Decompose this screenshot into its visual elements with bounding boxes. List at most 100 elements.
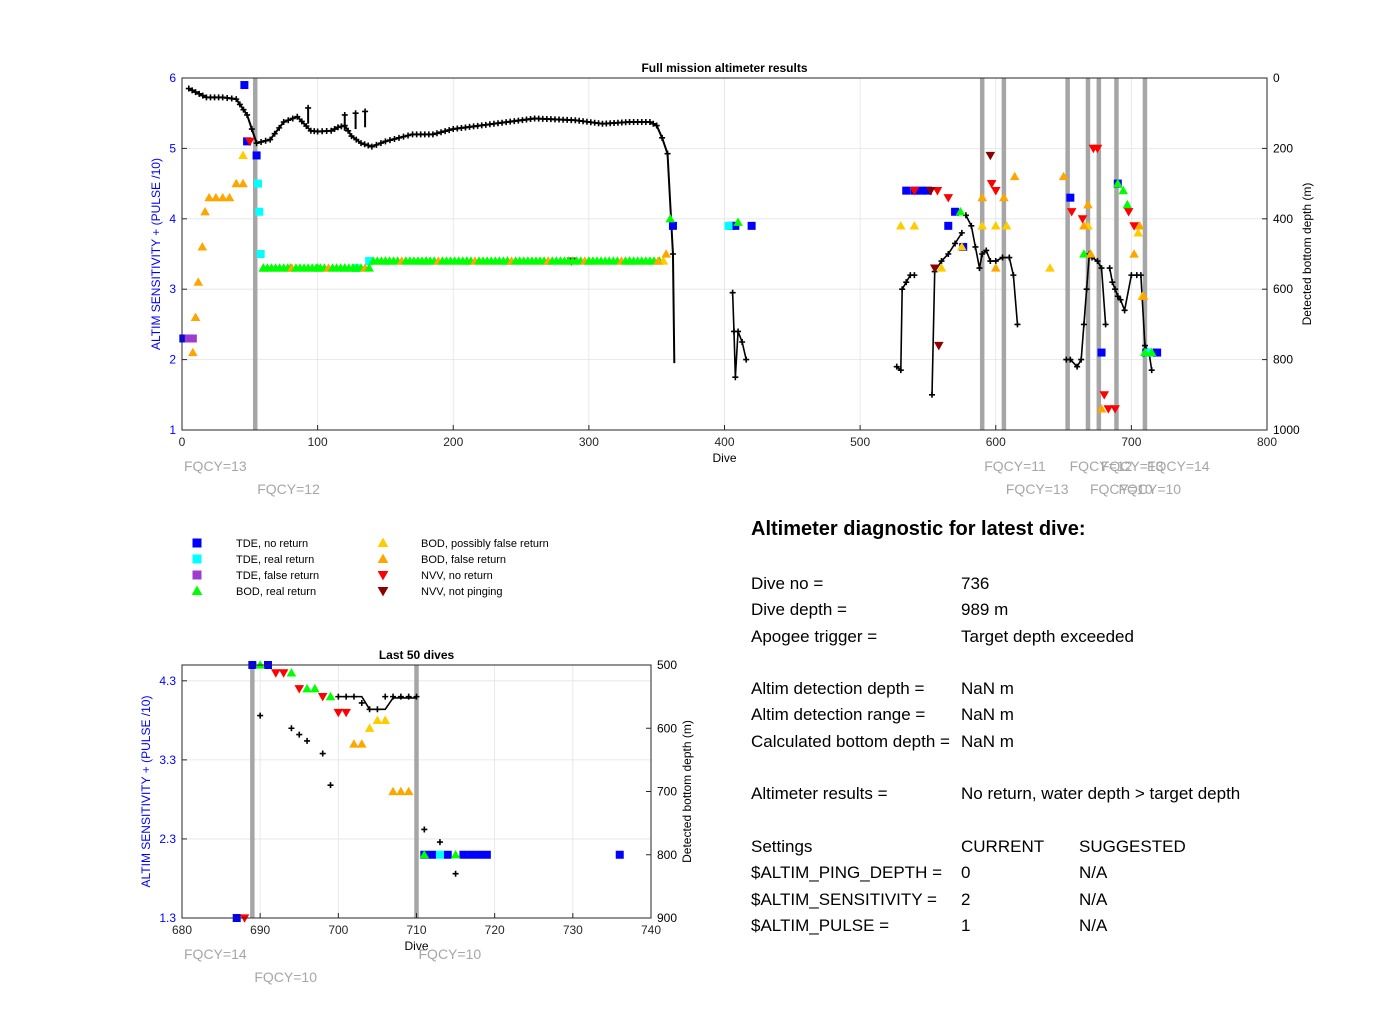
point-nvv-no-return <box>1110 405 1120 414</box>
x-axis-label: Dive <box>404 939 428 953</box>
fqcy-label: FQCY=11 <box>984 458 1046 474</box>
x-tick-label: 680 <box>172 923 192 937</box>
depth-point <box>305 104 312 111</box>
point-nvv-no-return <box>1099 391 1110 400</box>
depth-point <box>361 141 368 148</box>
chart-title: Last 50 dives <box>379 648 455 662</box>
point-bod-real-return <box>653 256 663 265</box>
depth-cluster-line <box>965 214 1019 325</box>
point-bod-possibly-false-return <box>909 221 920 230</box>
setting-name: $ALTIM_SENSITIVITY = <box>751 889 937 909</box>
legend-marker-tde-no-return <box>192 538 202 548</box>
point-bod-real-return <box>1122 199 1133 209</box>
depth-point <box>271 130 278 137</box>
depth-point <box>1137 272 1144 279</box>
depth-point <box>303 123 310 130</box>
point-bod-false-return <box>977 192 987 202</box>
depth-point <box>358 140 365 147</box>
detection-depth-label: Altim detection depth = <box>751 679 925 699</box>
fqcy-label: FQCY=13 <box>1101 458 1164 474</box>
depth-point <box>189 87 196 94</box>
depth-point <box>331 126 338 133</box>
chart-title: Full mission altimeter results <box>641 61 807 75</box>
y2-tick-label: 700 <box>657 785 677 799</box>
depth-point <box>1074 363 1081 370</box>
depth-point <box>735 328 742 335</box>
depth-point <box>743 356 750 363</box>
series-bod-false-return <box>349 739 414 796</box>
depth-point <box>739 339 746 345</box>
y-tick-label: 4 <box>169 212 176 226</box>
depth-point <box>262 137 269 144</box>
point-bod-false-return <box>190 312 201 321</box>
point-bod-false-return <box>200 206 210 216</box>
depth-point <box>1141 342 1148 349</box>
point-nvv-no-return <box>932 187 943 196</box>
legend-label: NVV, no return <box>421 570 493 582</box>
y-axis-label: ALTIM SENSITIVITY + (PULSE /10) <box>139 696 153 888</box>
point-bod-possibly-false-return <box>238 150 248 160</box>
depth-cluster-line <box>731 292 747 378</box>
settings-label: Settings <box>751 836 813 856</box>
dive-no-label: Dive no = <box>751 574 824 593</box>
depth-point <box>350 693 357 700</box>
depth-point <box>386 137 393 144</box>
depth-point <box>343 693 350 700</box>
point-bod-false-return <box>193 277 204 286</box>
point-bod-false-return <box>349 739 359 748</box>
point-bod-false-return <box>403 786 414 796</box>
point-nvv-no-return <box>278 669 289 678</box>
point-tde-no-return <box>1066 193 1075 202</box>
point-bod-false-return <box>1083 199 1093 209</box>
point-bod-possibly-false-return <box>977 221 987 230</box>
point-tde-no-return <box>252 151 261 160</box>
depth-point <box>987 258 994 265</box>
point-bod-false-return <box>188 347 198 357</box>
y-tick-label: 4.3 <box>159 674 176 688</box>
y2-tick-label: 600 <box>657 721 677 735</box>
depth-point <box>976 265 983 272</box>
depth-point <box>352 110 359 117</box>
point-bod-false-return <box>1096 404 1107 413</box>
y2-tick-label: 1000 <box>1273 423 1300 437</box>
y-tick-label: 3 <box>169 282 176 296</box>
depth-point <box>664 150 671 157</box>
point-nvv-no-return <box>1103 405 1114 414</box>
point-bod-false-return <box>1009 171 1020 181</box>
depth-point <box>968 222 975 229</box>
depth-point <box>1006 254 1013 261</box>
y2-tick-label: 900 <box>657 911 677 925</box>
setting-current: 1 <box>961 915 971 935</box>
x-tick-label: 0 <box>179 435 186 449</box>
depth-point <box>1080 321 1087 328</box>
depth-series <box>185 85 1155 398</box>
setting-current: 2 <box>961 889 971 909</box>
point-nvv-no-return <box>294 685 305 694</box>
y2-tick-label: 500 <box>657 658 677 672</box>
point-tde-real-return <box>365 257 374 266</box>
point-tde-no-return <box>467 850 476 859</box>
series-nvv-not-pinging <box>566 151 996 351</box>
series-tde-real-return <box>435 850 444 859</box>
depth-point <box>911 272 918 279</box>
point-bod-real-return <box>1079 249 1089 258</box>
x-axis-label: Dive <box>712 451 736 465</box>
depth-point <box>653 122 660 129</box>
y-tick-label: 6 <box>169 71 176 85</box>
point-tde-no-return <box>482 850 491 859</box>
depth-point <box>669 251 676 257</box>
series-nvv-no-return <box>245 137 1139 414</box>
depth-point <box>983 247 990 254</box>
point-tde-no-return <box>475 850 484 859</box>
fqcy-label: FQCY=12 <box>257 481 320 497</box>
altimeter-results-label: Altimeter results = <box>751 784 888 804</box>
depth-point <box>304 737 311 744</box>
point-bod-possibly-false-return <box>936 263 947 272</box>
series-bod-real-return <box>258 178 1157 357</box>
point-bod-real-return <box>364 263 374 272</box>
point-bod-false-return <box>211 192 221 202</box>
point-bod-false-return <box>999 192 1009 202</box>
series-tde-no-return <box>232 661 624 922</box>
point-bod-possibly-false-return <box>896 221 906 230</box>
setting-name: $ALTIM_PING_DEPTH = <box>751 863 942 883</box>
